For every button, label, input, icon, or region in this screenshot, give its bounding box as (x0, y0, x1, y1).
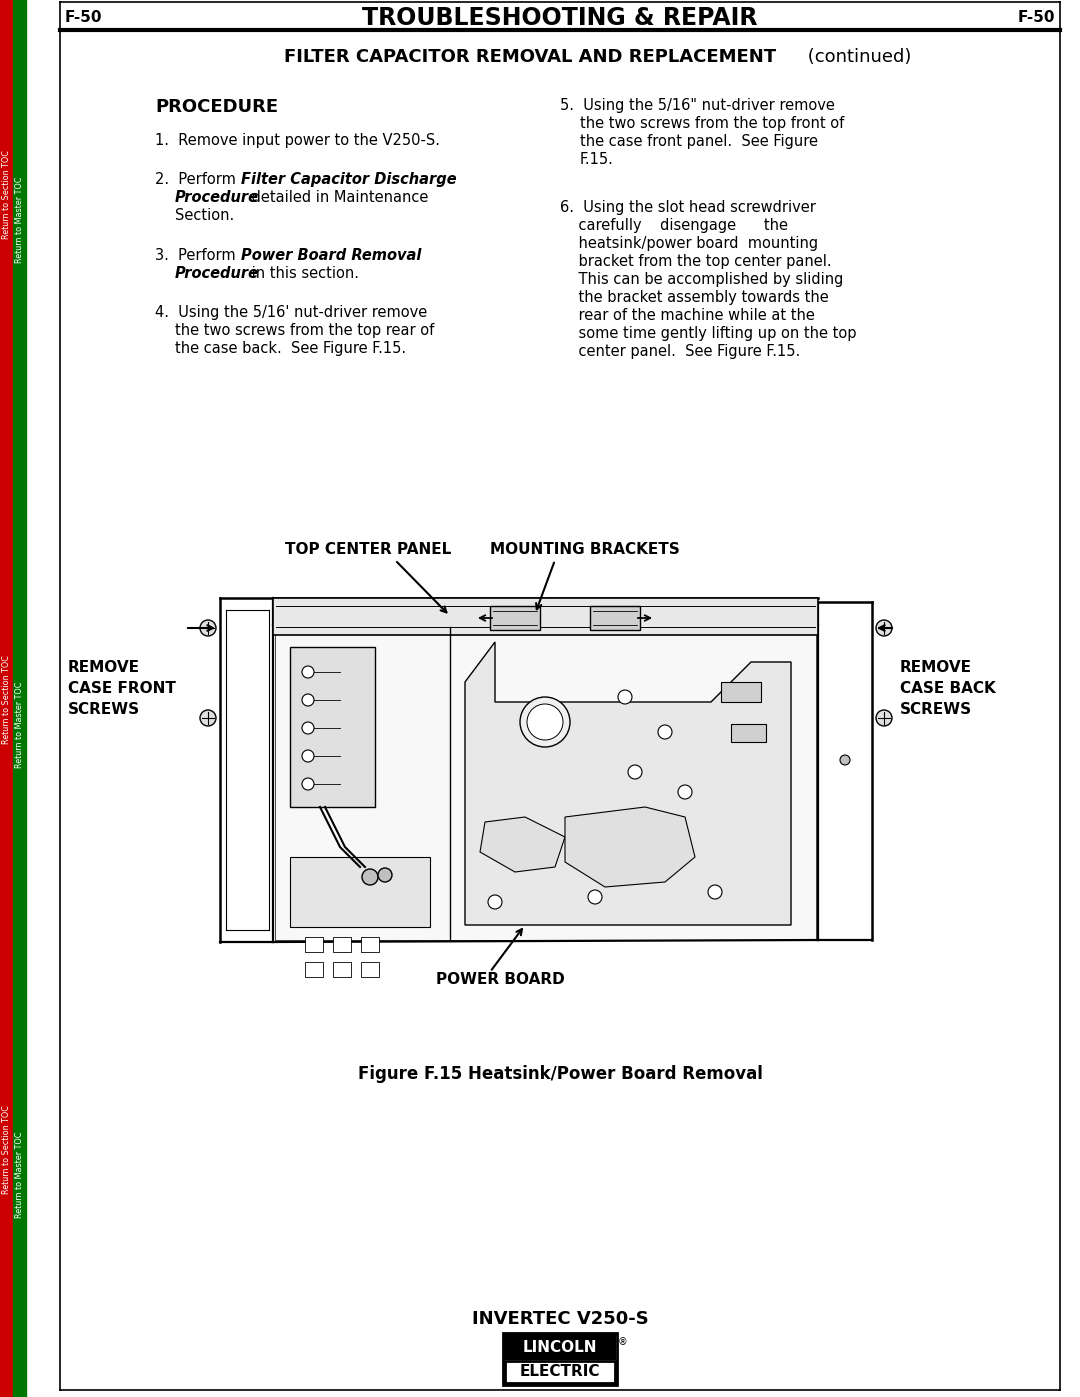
Text: rear of the machine while at the: rear of the machine while at the (561, 307, 815, 323)
Bar (13, 0, 26, 1397)
Circle shape (627, 766, 642, 780)
Bar (291, 647, 375, 807)
Bar (361, 937, 379, 951)
Text: 1.  Remove input power to the V250-S.: 1. Remove input power to the V250-S. (156, 133, 440, 148)
Text: Return to Section TOC: Return to Section TOC (2, 655, 11, 745)
Circle shape (840, 754, 850, 766)
Text: This can be accomplished by sliding: This can be accomplished by sliding (561, 272, 843, 286)
Circle shape (876, 620, 892, 636)
Bar (503, 1333, 617, 1384)
Text: LINCOLN: LINCOLN (523, 1340, 597, 1355)
Text: the two screws from the top front of: the two screws from the top front of (580, 116, 845, 131)
Text: ®: ® (618, 1337, 627, 1347)
Text: Procedure: Procedure (175, 265, 259, 281)
Text: Filter Capacitor Discharge: Filter Capacitor Discharge (241, 172, 457, 187)
Bar (505, 1336, 615, 1359)
Text: carefully    disengage      the: carefully disengage the (561, 218, 788, 233)
Text: ELECTRIC: ELECTRIC (519, 1365, 600, 1379)
Text: 5.  Using the 5/16" nut-driver remove: 5. Using the 5/16" nut-driver remove (561, 98, 835, 113)
Bar (490, 606, 540, 630)
Bar (275, 627, 816, 940)
Text: (continued): (continued) (802, 47, 912, 66)
Bar (505, 1361, 615, 1383)
Circle shape (876, 710, 892, 726)
Text: F.15.: F.15. (580, 152, 613, 168)
Text: TROUBLESHOOTING & REPAIR: TROUBLESHOOTING & REPAIR (362, 6, 758, 29)
Circle shape (588, 890, 602, 904)
Polygon shape (480, 817, 565, 872)
Text: Return to Master TOC: Return to Master TOC (15, 682, 24, 768)
Text: Return to Master TOC: Return to Master TOC (15, 177, 24, 263)
Bar (721, 682, 761, 703)
Text: Return to Section TOC: Return to Section TOC (2, 151, 11, 239)
Text: 6.  Using the slot head screwdriver: 6. Using the slot head screwdriver (561, 200, 815, 215)
Polygon shape (565, 807, 696, 887)
Text: the case back.  See Figure F.15.: the case back. See Figure F.15. (175, 341, 406, 356)
Text: the case front panel.  See Figure: the case front panel. See Figure (580, 134, 818, 149)
Text: Procedure: Procedure (175, 190, 259, 205)
Text: heatsink/power board  mounting: heatsink/power board mounting (561, 236, 819, 251)
Text: REMOVE
CASE BACK
SCREWS: REMOVE CASE BACK SCREWS (900, 659, 996, 717)
Bar (273, 598, 818, 636)
Text: center panel.  See Figure F.15.: center panel. See Figure F.15. (561, 344, 800, 359)
Text: MOUNTING BRACKETS: MOUNTING BRACKETS (490, 542, 679, 557)
Text: Power Board Removal: Power Board Removal (241, 249, 421, 263)
Text: Return to Master TOC: Return to Master TOC (15, 1132, 24, 1218)
Circle shape (519, 697, 570, 747)
Bar (731, 724, 766, 742)
Text: bracket from the top center panel.: bracket from the top center panel. (561, 254, 832, 270)
Text: F-50: F-50 (1017, 11, 1055, 25)
Text: POWER BOARD: POWER BOARD (435, 972, 565, 988)
Bar (590, 606, 640, 630)
Text: Section.: Section. (175, 208, 234, 224)
Circle shape (488, 895, 502, 909)
Bar (333, 963, 351, 977)
Circle shape (708, 886, 723, 900)
Circle shape (302, 722, 314, 733)
Circle shape (527, 704, 563, 740)
Text: F-50: F-50 (65, 11, 103, 25)
Bar (0, 0, 13, 1397)
Text: some time gently lifting up on the top: some time gently lifting up on the top (561, 326, 856, 341)
Text: 4.  Using the 5/16' nut-driver remove: 4. Using the 5/16' nut-driver remove (156, 305, 428, 320)
Text: Return to Section TOC: Return to Section TOC (2, 1105, 11, 1194)
Circle shape (302, 778, 314, 789)
Circle shape (618, 690, 632, 704)
Circle shape (378, 868, 392, 882)
Text: 2.  Perform: 2. Perform (156, 172, 241, 187)
Circle shape (200, 620, 216, 636)
Circle shape (302, 694, 314, 705)
Bar (291, 856, 430, 928)
Bar (305, 963, 323, 977)
Polygon shape (465, 643, 791, 925)
Circle shape (678, 785, 692, 799)
Circle shape (362, 869, 378, 886)
Bar (333, 937, 351, 951)
Circle shape (302, 666, 314, 678)
Text: detailed in Maintenance: detailed in Maintenance (247, 190, 429, 205)
Text: the two screws from the top rear of: the two screws from the top rear of (175, 323, 434, 338)
Text: Figure F.15 Heatsink/Power Board Removal: Figure F.15 Heatsink/Power Board Removal (357, 1065, 762, 1083)
Text: TOP CENTER PANEL: TOP CENTER PANEL (285, 542, 451, 557)
Circle shape (658, 725, 672, 739)
Text: INVERTEC V250-S: INVERTEC V250-S (472, 1310, 648, 1329)
Circle shape (302, 750, 314, 761)
Text: 3.  Perform: 3. Perform (156, 249, 240, 263)
Text: REMOVE
CASE FRONT
SCREWS: REMOVE CASE FRONT SCREWS (68, 659, 176, 717)
Text: PROCEDURE: PROCEDURE (156, 98, 279, 116)
Text: the bracket assembly towards the: the bracket assembly towards the (561, 291, 828, 305)
Text: FILTER CAPACITOR REMOVAL AND REPLACEMENT: FILTER CAPACITOR REMOVAL AND REPLACEMENT (284, 47, 777, 66)
Text: in this section.: in this section. (247, 265, 359, 281)
Circle shape (200, 710, 216, 726)
Bar (305, 937, 323, 951)
Bar (361, 963, 379, 977)
